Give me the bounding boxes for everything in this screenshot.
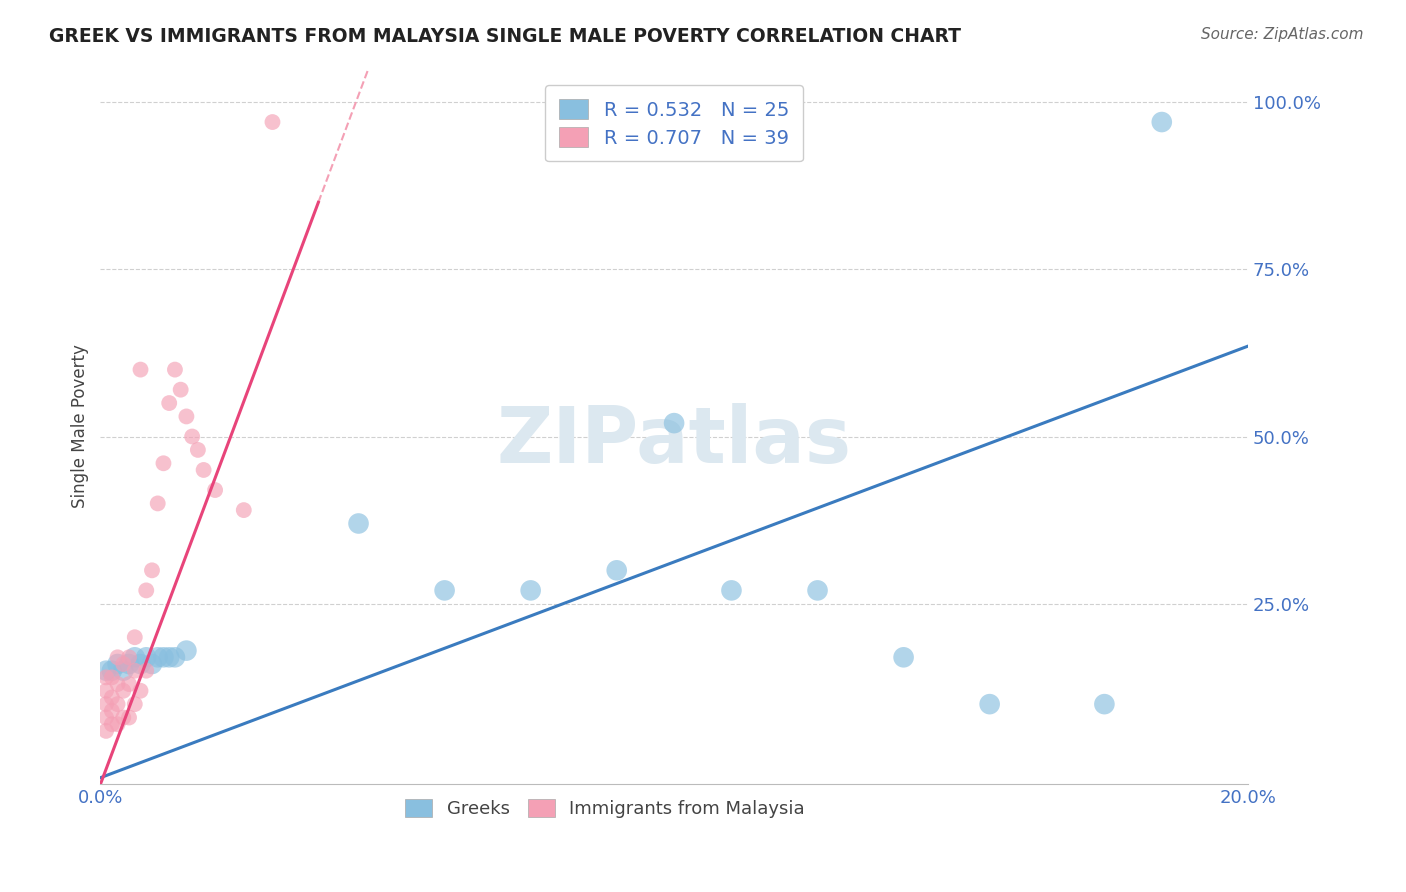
Point <box>112 710 135 724</box>
Point <box>152 456 174 470</box>
Point <box>519 583 541 598</box>
Point <box>94 683 117 698</box>
Point <box>94 664 117 678</box>
Point <box>124 630 146 644</box>
Point <box>170 383 193 397</box>
Point <box>107 697 129 711</box>
Point <box>135 650 157 665</box>
Point <box>181 429 204 443</box>
Point <box>1092 697 1115 711</box>
Point <box>893 650 915 665</box>
Point <box>146 496 169 510</box>
Point <box>163 650 186 665</box>
Point <box>135 664 157 678</box>
Point <box>129 683 152 698</box>
Point <box>118 657 141 671</box>
Point <box>806 583 828 598</box>
Point <box>979 697 1001 711</box>
Point <box>187 442 209 457</box>
Point <box>94 710 117 724</box>
Point <box>1150 115 1173 129</box>
Point <box>157 650 180 665</box>
Point <box>94 697 117 711</box>
Point <box>101 664 124 678</box>
Point <box>129 362 152 376</box>
Y-axis label: Single Male Poverty: Single Male Poverty <box>72 344 89 508</box>
Point <box>107 657 129 671</box>
Point <box>193 463 215 477</box>
Point <box>101 717 124 731</box>
Point <box>101 704 124 718</box>
Point <box>112 657 135 671</box>
Point <box>146 650 169 665</box>
Point <box>129 657 152 671</box>
Point <box>141 657 163 671</box>
Point <box>118 710 141 724</box>
Point <box>135 583 157 598</box>
Point <box>124 650 146 665</box>
Text: Source: ZipAtlas.com: Source: ZipAtlas.com <box>1201 27 1364 42</box>
Point <box>141 563 163 577</box>
Point <box>262 115 284 129</box>
Point <box>107 650 129 665</box>
Point <box>433 583 456 598</box>
Point <box>118 650 141 665</box>
Point <box>107 677 129 691</box>
Point <box>662 416 685 430</box>
Point <box>232 503 254 517</box>
Point <box>124 664 146 678</box>
Point <box>163 362 186 376</box>
Point <box>94 670 117 684</box>
Text: GREEK VS IMMIGRANTS FROM MALAYSIA SINGLE MALE POVERTY CORRELATION CHART: GREEK VS IMMIGRANTS FROM MALAYSIA SINGLE… <box>49 27 962 45</box>
Point <box>112 664 135 678</box>
Point <box>101 690 124 705</box>
Point <box>347 516 370 531</box>
Point <box>107 717 129 731</box>
Point <box>112 683 135 698</box>
Point <box>204 483 226 497</box>
Point <box>157 396 180 410</box>
Point <box>101 670 124 684</box>
Point <box>176 409 198 424</box>
Text: ZIPatlas: ZIPatlas <box>496 403 852 479</box>
Legend: Greeks, Immigrants from Malaysia: Greeks, Immigrants from Malaysia <box>398 792 813 825</box>
Point <box>606 563 628 577</box>
Point <box>176 643 198 657</box>
Point <box>94 723 117 738</box>
Point <box>152 650 174 665</box>
Point <box>118 677 141 691</box>
Point <box>720 583 742 598</box>
Point <box>124 697 146 711</box>
